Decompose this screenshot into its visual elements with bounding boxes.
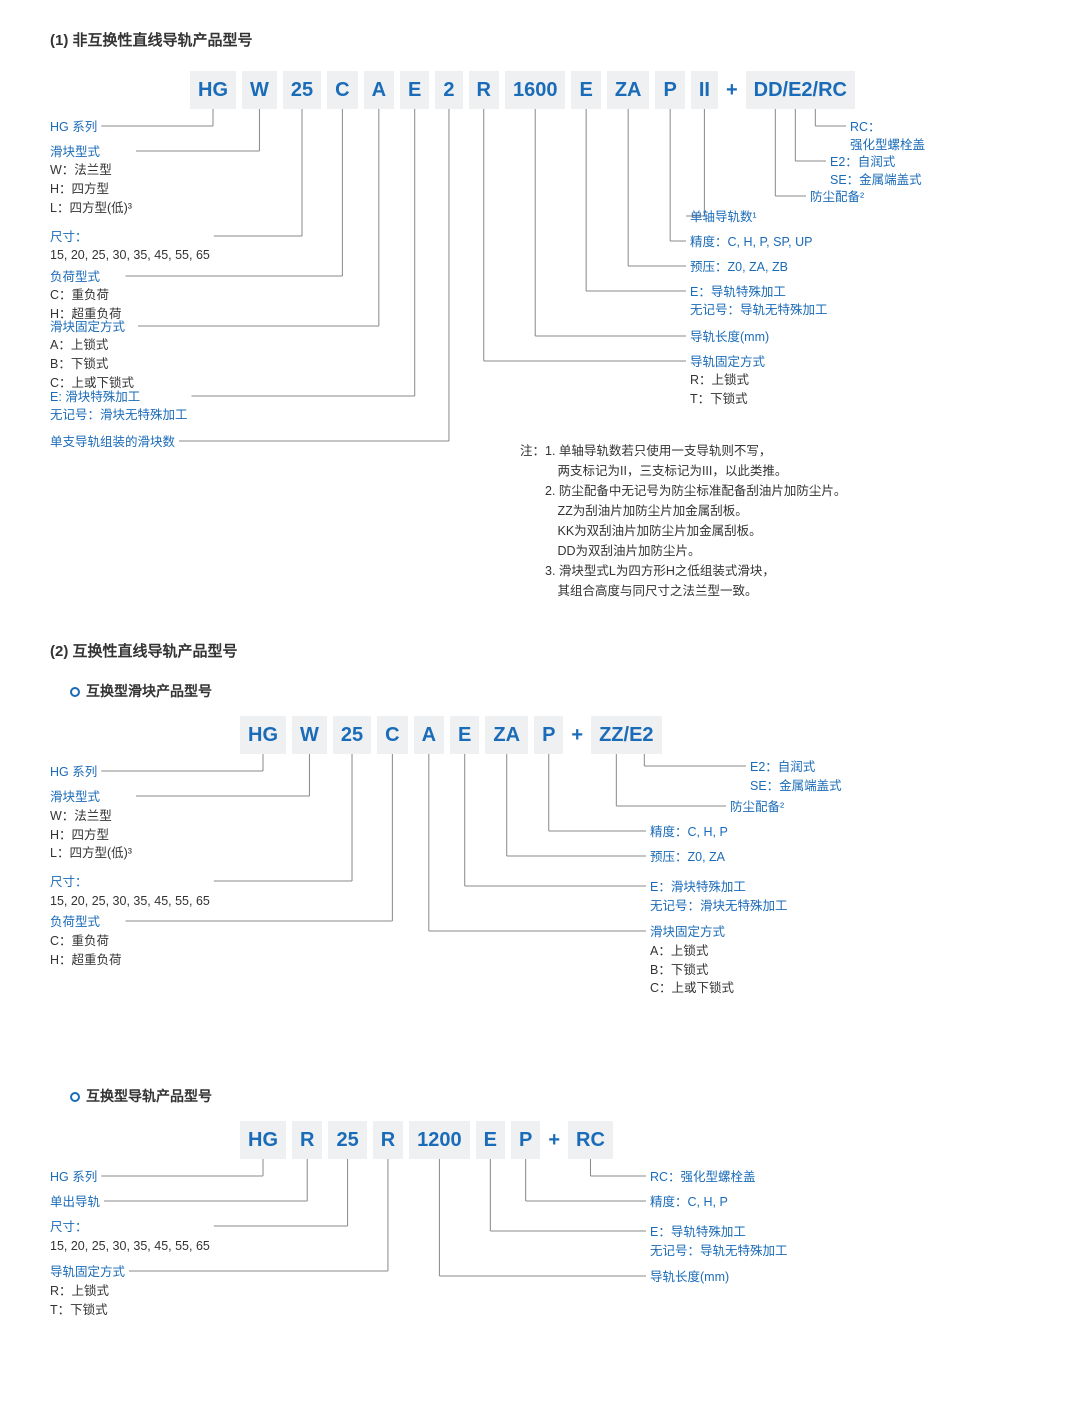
annotation: 防尘配备²: [810, 188, 864, 207]
code-seg: +: [569, 716, 585, 754]
code-seg: P: [655, 71, 684, 109]
annotation: 精度：C, H, P: [650, 1193, 728, 1212]
code-seg: 25: [283, 71, 321, 109]
code-seg: ZZ/E2: [591, 716, 661, 754]
annotation: 尺寸：15, 20, 25, 30, 35, 45, 55, 65: [50, 1218, 210, 1256]
code-seg: E: [450, 716, 479, 754]
code-seg: R: [373, 1121, 403, 1159]
code-seg: HG: [240, 716, 286, 754]
code-seg: E: [571, 71, 600, 109]
code-seg: HG: [190, 71, 236, 109]
code-seg: RC: [568, 1121, 613, 1159]
annotation: E：导轨特殊加工无记号：导轨无特殊加工: [690, 283, 828, 321]
code-line-3: HGR25R1200EP+RC: [240, 1121, 619, 1159]
annotation: 防尘配备²: [730, 798, 784, 817]
code-seg: R: [469, 71, 499, 109]
annotation: 导轨固定方式R：上锁式T：下锁式: [50, 1263, 125, 1319]
diagram-2: HGW25CAEZAP+ZZ/E2 HG 系列滑块型式W：法兰型H：四方型L：四…: [50, 716, 1021, 1046]
code-seg: P: [534, 716, 563, 754]
code-seg: A: [364, 71, 394, 109]
section2-title: (2) 互换性直线导轨产品型号: [50, 641, 1021, 664]
annotation: 滑块型式W：法兰型H：四方型L：四方型(低)³: [50, 143, 132, 218]
annotation: 导轨长度(mm): [650, 1268, 729, 1287]
code-seg: 2: [435, 71, 462, 109]
code-seg: 25: [328, 1121, 366, 1159]
code-seg: W: [292, 716, 327, 754]
notes-1: 注：1. 单轴导轨数若只使用一支导轨则不写， 两支标记为II，三支标记为III，…: [520, 441, 846, 601]
annotation: E2：自润式SE：金属端盖式: [750, 758, 842, 796]
diagram-3: HGR25R1200EP+RC HG 系列单出导轨尺寸：15, 20, 25, …: [50, 1121, 1021, 1351]
annotation: 负荷型式C：重负荷H：超重负荷: [50, 913, 122, 969]
annotation: HG 系列: [50, 118, 97, 137]
annotation: 导轨长度(mm): [690, 328, 769, 347]
code-seg: 1200: [409, 1121, 470, 1159]
section2-sub1: 互换型滑块产品型号: [70, 681, 1021, 702]
code-seg: 1600: [505, 71, 566, 109]
code-seg: A: [414, 716, 444, 754]
annotation: 滑块型式W：法兰型H：四方型L：四方型(低)³: [50, 788, 132, 863]
code-seg: E: [400, 71, 429, 109]
annotation: 精度：C, H, P, SP, UP: [690, 233, 813, 252]
diagram-1: HGW25CAE2R1600EZAPII+DD/E2/RC HG 系列滑块型式W…: [50, 71, 1021, 601]
section1-title: (1) 非互换性直线导轨产品型号: [50, 30, 1021, 53]
annotation: HG 系列: [50, 763, 97, 782]
annotation: E：导轨特殊加工无记号：导轨无特殊加工: [650, 1223, 788, 1261]
code-seg: II: [691, 71, 718, 109]
code-seg: C: [327, 71, 357, 109]
code-seg: R: [292, 1121, 322, 1159]
code-seg: W: [242, 71, 277, 109]
code-seg: DD/E2/RC: [746, 71, 855, 109]
code-seg: P: [511, 1121, 540, 1159]
annotation: 预压：Z0, ZA: [650, 848, 725, 867]
annotation: 滑块固定方式A：上锁式B：下锁式C：上或下锁式: [50, 318, 134, 393]
code-seg: 25: [333, 716, 371, 754]
annotation: 单支导轨组装的滑块数: [50, 433, 175, 452]
annotation: E：滑块特殊加工无记号：滑块无特殊加工: [650, 878, 788, 916]
code-seg: C: [377, 716, 407, 754]
annotation: 滑块固定方式A：上锁式B：下锁式C：上或下锁式: [650, 923, 734, 998]
annotation: 精度：C, H, P: [650, 823, 728, 842]
annotation: 预压：Z0, ZA, ZB: [690, 258, 788, 277]
annotation: 负荷型式C：重负荷H：超重负荷: [50, 268, 122, 324]
annotation: RC：强化型螺栓盖: [850, 118, 925, 156]
code-line-1: HGW25CAE2R1600EZAPII+DD/E2/RC: [190, 71, 861, 109]
annotation: E: 滑块特殊加工无记号：滑块无特殊加工: [50, 388, 188, 426]
code-line-2: HGW25CAEZAP+ZZ/E2: [240, 716, 668, 754]
annotation: 单出导轨: [50, 1193, 100, 1212]
annotation: 尺寸：15, 20, 25, 30, 35, 45, 55, 65: [50, 873, 210, 911]
section3-sub: 互换型导轨产品型号: [70, 1086, 1021, 1107]
annotation: 单轴导轨数¹: [690, 208, 757, 227]
code-seg: E: [476, 1121, 505, 1159]
annotation: E2：自润式SE：金属端盖式: [830, 153, 922, 191]
code-seg: +: [546, 1121, 562, 1159]
code-seg: +: [724, 71, 740, 109]
code-seg: ZA: [607, 71, 650, 109]
annotation: 尺寸：15, 20, 25, 30, 35, 45, 55, 65: [50, 228, 210, 266]
annotation: HG 系列: [50, 1168, 97, 1187]
annotation: RC：强化型螺栓盖: [650, 1168, 756, 1187]
annotation: 导轨固定方式R：上锁式T：下锁式: [690, 353, 765, 409]
code-seg: ZA: [485, 716, 528, 754]
code-seg: HG: [240, 1121, 286, 1159]
